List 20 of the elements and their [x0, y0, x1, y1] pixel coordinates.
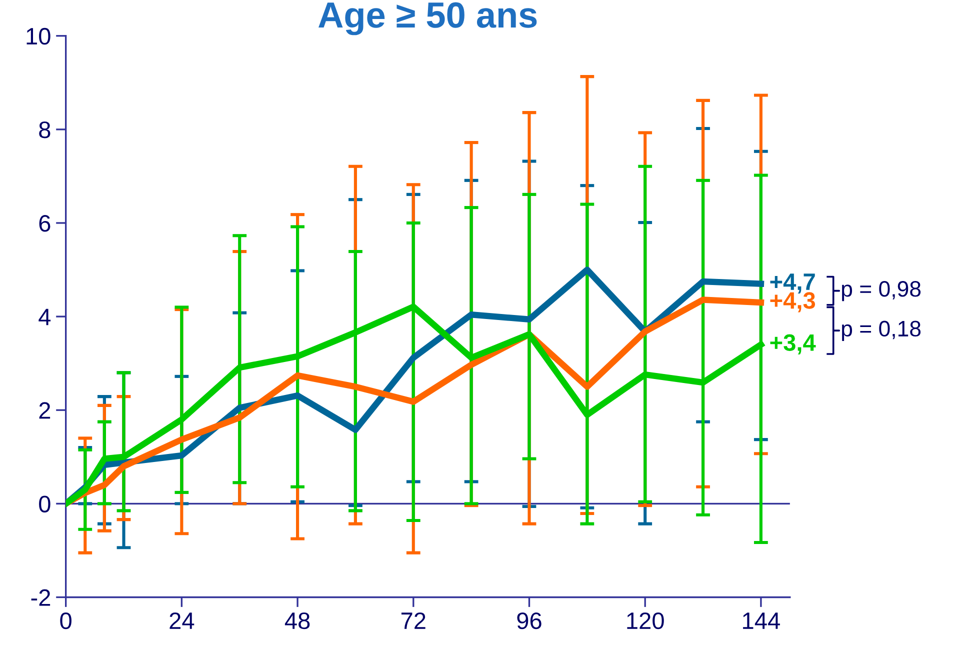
- x-tick-label: 48: [284, 612, 310, 630]
- annotation: +4,7: [770, 274, 815, 294]
- y-tick-label: 4: [38, 308, 51, 326]
- text: p = 0,98: [842, 281, 921, 302]
- chart-title: Age ≥ 50 ans: [318, 2, 537, 36]
- x-tick-label: 72: [401, 612, 426, 629]
- x-tick-label: 120: [627, 612, 664, 630]
- y-tick-label: 10: [26, 28, 50, 45]
- y-tick-label: 6: [39, 215, 50, 232]
- x-tick-label: 96: [517, 612, 542, 630]
- y-tick-label: 2: [39, 402, 50, 419]
- y-tick-label: 0: [39, 496, 50, 512]
- x-tick-label: 24: [170, 612, 194, 629]
- y-tick-label: -2: [31, 589, 50, 606]
- annotation: +4,3: [770, 292, 816, 312]
- x-tick-label: 144: [743, 612, 780, 629]
- y-tick-label: 8: [39, 121, 50, 138]
- annotation: +3,4: [770, 334, 816, 354]
- x-tick-label: 0: [60, 612, 72, 630]
- text: p = 0,18: [842, 320, 921, 341]
